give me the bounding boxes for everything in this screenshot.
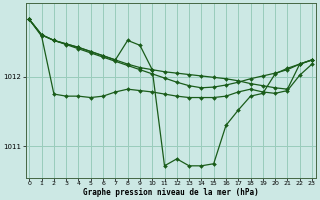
X-axis label: Graphe pression niveau de la mer (hPa): Graphe pression niveau de la mer (hPa)	[83, 188, 259, 197]
